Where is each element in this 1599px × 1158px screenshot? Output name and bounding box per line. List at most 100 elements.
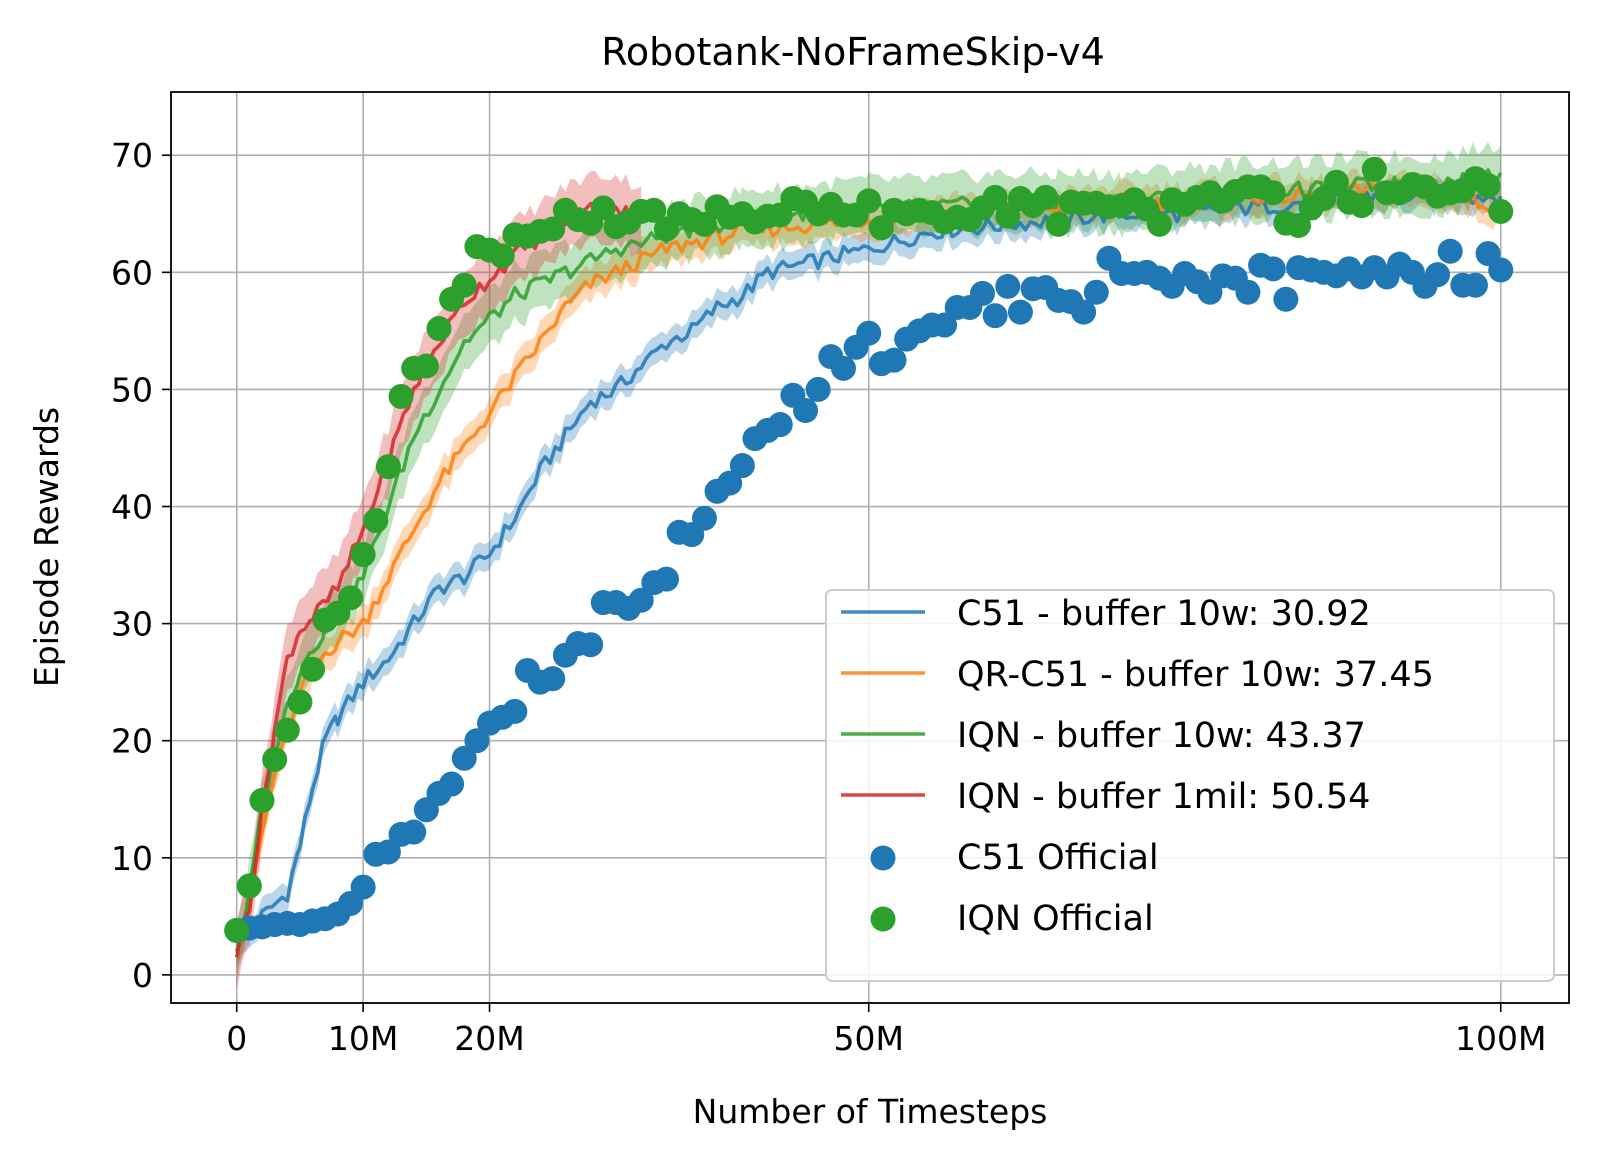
scatter-point [717, 470, 743, 496]
scatter-point [224, 917, 250, 943]
scatter-point [464, 728, 490, 754]
chart-title: Robotank-NoFrameSkip-v4 [601, 30, 1105, 74]
scatter-point [1462, 272, 1488, 298]
scatter-point [641, 197, 667, 223]
scatter-point [691, 211, 717, 237]
scatter-point [350, 542, 376, 568]
axis-ticks: 0 10M 20M 50M 100M 0 10 20 30 40 50 60 70 [111, 136, 1546, 1058]
scatter-point [350, 874, 376, 900]
scatter-point [805, 376, 831, 402]
scatter-point [1488, 257, 1514, 283]
series-line [235, 186, 1503, 953]
scatter-point [502, 698, 528, 724]
scatter-point [413, 353, 439, 379]
scatter-point [881, 347, 907, 373]
scatter-point [868, 215, 894, 241]
scatter-point [337, 585, 363, 611]
scatter-point [969, 280, 995, 306]
scatter-point [451, 745, 477, 771]
scatter-point [1045, 211, 1071, 237]
scatter-point [793, 397, 819, 423]
scatter-point [1260, 256, 1286, 282]
y-tick-label: 40 [111, 488, 153, 527]
y-tick-label: 60 [111, 253, 153, 292]
scatter-point [1273, 286, 1299, 312]
x-axis-label: Number of Timesteps [693, 1092, 1048, 1131]
scatter-point [578, 632, 604, 658]
legend-label: C51 Official [957, 838, 1159, 878]
scatter-point [982, 184, 1008, 210]
y-tick-label: 10 [111, 839, 153, 878]
y-tick-label: 30 [111, 605, 153, 644]
scatter-point [767, 412, 793, 438]
scatter-point [830, 355, 856, 381]
scatter-point [856, 320, 882, 346]
scatter-point [439, 771, 465, 797]
legend-label: IQN - buffer 1mil: 50.54 [957, 777, 1370, 817]
scatter-point [300, 656, 326, 682]
legend: C51 - buffer 10w: 30.92 QR-C51 - buffer 1… [825, 589, 1555, 982]
legend-label: C51 - buffer 10w: 30.92 [957, 594, 1371, 634]
scatter-point [540, 216, 566, 242]
scatter-point [1033, 184, 1059, 210]
scatter-point [274, 717, 300, 743]
legend-label: IQN Official [957, 899, 1154, 939]
series-line [235, 181, 1503, 953]
legend-box [825, 589, 1555, 982]
x-tick-label: 20M [454, 1019, 524, 1058]
legend-label: IQN - buffer 10w: 43.37 [957, 716, 1366, 756]
scatter-point [1475, 173, 1501, 199]
legend-dot-swatch [870, 906, 896, 932]
scatter-point [426, 316, 452, 342]
y-tick-label: 70 [111, 136, 153, 175]
scatter-point [653, 566, 679, 592]
scatter-point [401, 819, 427, 845]
y-tick-label: 20 [111, 722, 153, 761]
scatter-point [1425, 262, 1451, 288]
x-tick-label: 0 [226, 1019, 247, 1058]
scatter-point [489, 243, 515, 269]
scatter-point [363, 508, 389, 534]
scatter-point [375, 839, 401, 865]
scatter-point [1437, 238, 1463, 264]
scatter-point [628, 587, 654, 613]
scatter-point [249, 787, 275, 813]
y-axis-label: Episode Rewards [27, 407, 66, 687]
scatter-point [1349, 193, 1375, 219]
x-tick-label: 50M [834, 1019, 904, 1058]
scatter-point [729, 453, 755, 479]
y-tick-label: 0 [132, 956, 153, 995]
scatter-point [691, 505, 717, 531]
scatter-point [1286, 212, 1312, 238]
scatter-point [388, 383, 414, 409]
scatter-point [1361, 156, 1387, 182]
axes-frame [170, 91, 1570, 1004]
scatter-point [287, 689, 313, 715]
scatter-point [590, 195, 616, 221]
y-tick-label: 50 [111, 370, 153, 409]
scatter-point [982, 303, 1008, 329]
scatter-point [1146, 211, 1172, 237]
x-tick-label: 10M [328, 1019, 398, 1058]
x-tick-label: 100M [1455, 1019, 1546, 1058]
legend-dot-swatch [870, 845, 896, 871]
scatter-point [1260, 180, 1286, 206]
scatter-point [856, 188, 882, 214]
scatter-point [1083, 279, 1109, 305]
scatter-point [540, 666, 566, 692]
scatter-point [1071, 299, 1097, 325]
scatter-point [1235, 279, 1261, 305]
scatter-point [1007, 299, 1033, 325]
scatter-point [262, 746, 288, 772]
scatter-point [995, 273, 1021, 299]
scatter-points [224, 156, 1514, 943]
scatter-point [995, 203, 1021, 229]
scatter-point [451, 272, 477, 298]
scatter-point [1323, 169, 1349, 195]
legend-label: QR-C51 - buffer 10w: 37.45 [957, 655, 1434, 695]
scatter-point [236, 873, 262, 899]
scatter-point [1488, 198, 1514, 224]
scatter-point [375, 454, 401, 480]
scatter-point [932, 312, 958, 338]
